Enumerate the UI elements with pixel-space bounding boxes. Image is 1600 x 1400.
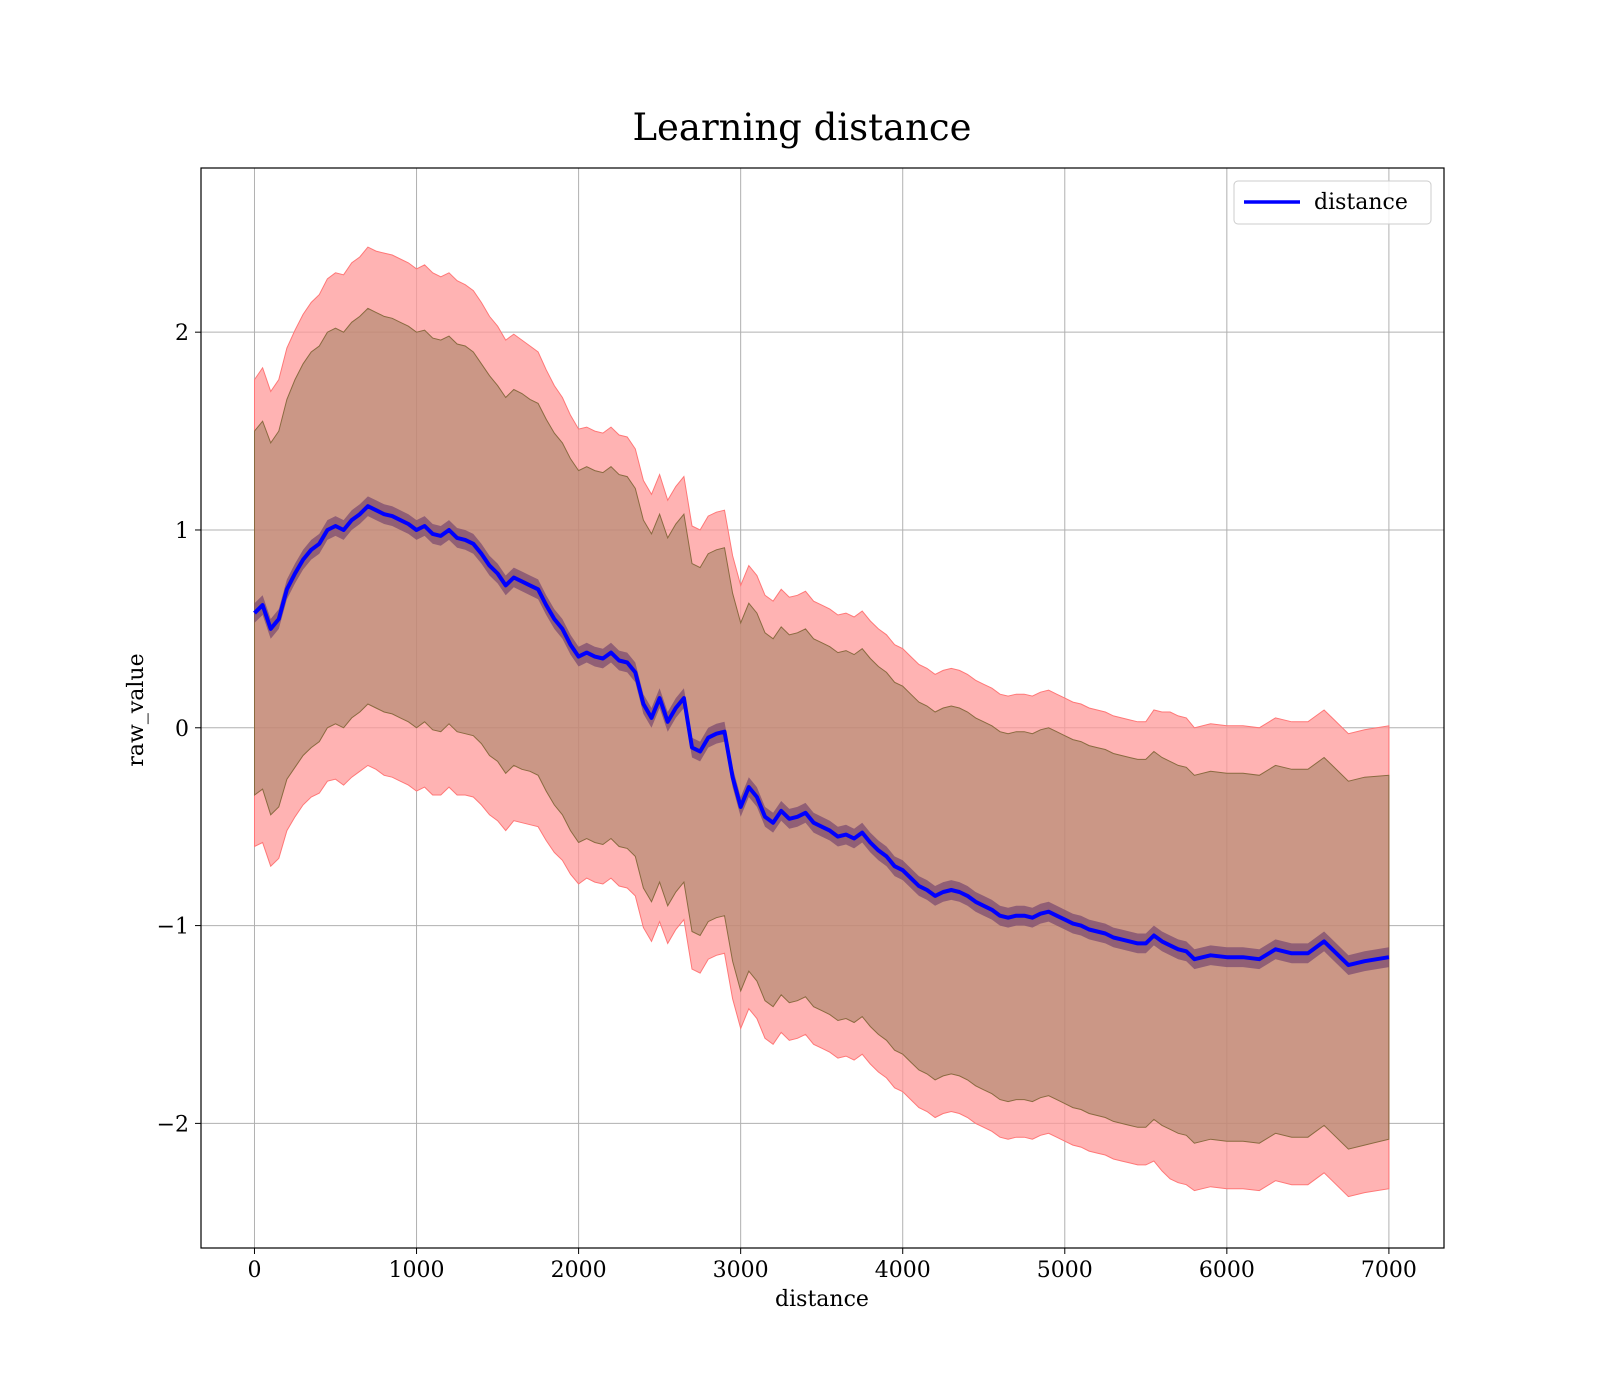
x-tick-label: 2000 [551, 1258, 607, 1283]
std-bands [254, 246, 1390, 1198]
x-tick-label: 6000 [1199, 1258, 1255, 1283]
y-tick-label: 1 [175, 519, 189, 544]
y-tick-label: −1 [157, 915, 189, 940]
y-tick-label: 0 [175, 717, 189, 742]
legend-label-distance: distance [1314, 190, 1408, 215]
y-axis-label: raw_value [124, 653, 149, 766]
x-tick-label: 0 [247, 1258, 261, 1283]
y-tick-label: −2 [157, 1112, 189, 1137]
x-axis-ticks: 0 1000 2000 3000 4000 5000 6000 7000 [247, 1248, 1417, 1283]
y-axis-ticks: −2 −1 0 1 2 [157, 321, 201, 1137]
x-tick-label: 3000 [713, 1258, 769, 1283]
x-axis-label: distance [775, 1287, 869, 1312]
chart-title: Learning distance [632, 106, 971, 149]
x-tick-label: 1000 [389, 1258, 445, 1283]
y-tick-label: 2 [175, 321, 189, 346]
series-lines [253, 504, 1390, 968]
x-tick-label: 7000 [1361, 1258, 1417, 1283]
x-tick-label: 4000 [875, 1258, 931, 1283]
plot-area-frame [200, 167, 1445, 1249]
legend-box [1233, 180, 1432, 225]
x-tick-label: 5000 [1037, 1258, 1093, 1283]
legend: distance [1233, 180, 1432, 225]
series-line-distance [253, 504, 1390, 968]
